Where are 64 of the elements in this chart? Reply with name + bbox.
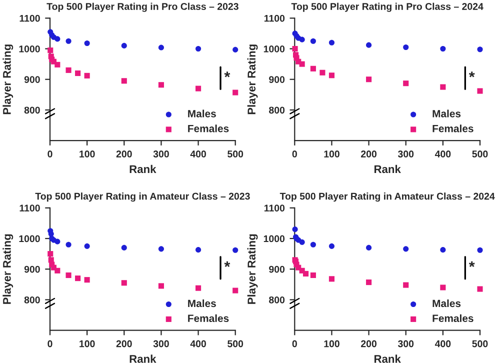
chart-title: Top 500 Player Rating in Amateur Class – 2023: [35, 192, 250, 202]
x-tick-label: 100: [324, 150, 340, 158]
x-tick-label: 300: [153, 340, 169, 348]
y-tick-label: 1100: [20, 204, 40, 212]
chart-title: Top 500 Player Rating in Amateur Class – 2024: [280, 192, 495, 202]
x-tick-label: 300: [398, 340, 414, 348]
x-tick-label: 0: [292, 340, 297, 348]
x-tick-label: 0: [292, 150, 297, 158]
x-tick-label: 300: [398, 150, 414, 158]
legend-label: Females: [432, 314, 474, 322]
y-tick-label: 800: [269, 296, 285, 304]
x-tick-label: 500: [472, 340, 488, 348]
legend-label: Males: [432, 110, 461, 118]
y-axis-title: Player Rating: [2, 234, 14, 304]
x-tick-label: 200: [116, 340, 132, 348]
x-tick-label: 100: [80, 150, 95, 158]
x-tick-label: 200: [361, 340, 377, 348]
chart-title: Top 500 Player Rating in Pro Class – 2024: [291, 2, 484, 12]
y-tick-label: 900: [269, 76, 285, 83]
x-tick-label: 500: [228, 150, 244, 158]
annotation: *: [224, 261, 230, 268]
x-tick-label: 0: [48, 340, 52, 348]
chart-title: Top 500 Player Rating in Pro Class – 2023: [46, 2, 238, 12]
x-axis-title: Rank: [374, 354, 401, 363]
y-tick-label: 1100: [264, 204, 285, 212]
y-tick-label: 1100: [20, 14, 40, 22]
annotation: *: [224, 72, 230, 78]
legend-label: Females: [188, 124, 229, 132]
y-tick-label: 1000: [264, 235, 285, 242]
y-tick-label: 800: [269, 106, 285, 114]
y-tick-label: 1000: [264, 45, 285, 52]
y-axis-title: Player Rating: [247, 44, 258, 114]
x-tick-label: 400: [434, 340, 451, 348]
x-axis-title: Rank: [130, 354, 156, 363]
x-tick-label: 0: [48, 150, 52, 158]
x-tick-label: 200: [361, 150, 377, 158]
y-tick-label: 1000: [19, 45, 40, 52]
annotation: *: [468, 261, 475, 268]
x-tick-label: 100: [80, 340, 95, 348]
y-tick-label: 900: [269, 266, 285, 273]
legend-label: Males: [432, 299, 461, 308]
x-tick-label: 100: [324, 340, 340, 348]
x-tick-label: 400: [190, 340, 206, 348]
x-axis-title: Rank: [374, 164, 401, 174]
y-tick-label: 900: [24, 76, 40, 83]
y-axis-title: Player Rating: [247, 234, 258, 304]
legend-label: Females: [432, 124, 474, 132]
x-tick-label: 200: [116, 150, 132, 158]
y-tick-label: 1000: [19, 235, 40, 242]
x-tick-label: 500: [228, 340, 244, 348]
x-tick-label: 400: [190, 150, 206, 158]
legend-label: Females: [188, 314, 229, 322]
y-tick-label: 1100: [264, 14, 285, 22]
x-axis-title: Rank: [130, 164, 156, 174]
legend-label: Males: [188, 299, 216, 308]
y-tick-label: 900: [24, 266, 40, 273]
x-tick-label: 300: [153, 150, 169, 158]
y-axis-title: Player Rating: [2, 44, 14, 114]
x-tick-label: 500: [472, 150, 488, 158]
x-tick-label: 400: [434, 150, 451, 158]
y-tick-label: 800: [24, 296, 40, 304]
annotation: *: [468, 72, 475, 78]
legend-label: Males: [188, 110, 216, 118]
y-tick-label: 800: [24, 106, 40, 114]
